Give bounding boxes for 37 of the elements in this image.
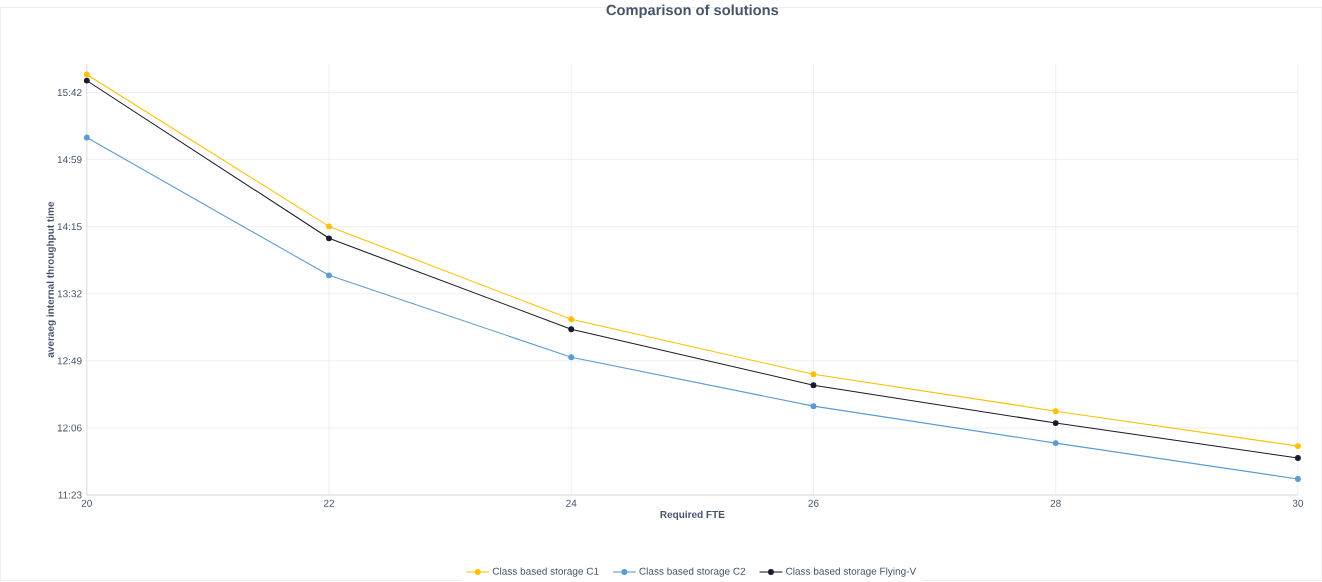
point [810,371,817,378]
point [83,134,90,141]
point [326,235,332,242]
point [810,403,817,410]
point [810,382,817,389]
x-tick-label: 24 [566,499,577,507]
y-tick-label: 15:42 [57,88,82,97]
x-tick-label: 30 [1292,499,1304,507]
y-tick-label: 14:15 [57,223,82,231]
chart-title: Comparison of solutions [606,4,779,19]
x-tick-label: 28 [1050,499,1061,507]
y-tick-label: 11:23 [58,491,82,499]
y-tick-label: 12:49 [57,357,82,365]
point [83,71,90,78]
point [1052,440,1059,447]
legend-label: Class based storage C2 [639,567,746,577]
point [1294,455,1301,461]
point [568,326,575,333]
y-tick-label: 13:32 [57,290,82,298]
x-tick-label: 26 [808,499,819,507]
legend-label: Class based storage C1 [492,567,599,577]
point [568,316,575,323]
y-axis-title: averaeg internal throughput time [46,201,56,358]
point [568,354,575,361]
point [326,272,332,279]
point [1052,420,1059,427]
point [326,223,332,230]
x-axis-title: Required FTE [660,510,725,520]
y-tick-label: 12:06 [57,424,82,432]
point [1052,408,1059,415]
x-tick-label: 20 [81,499,92,507]
y-tick-label: 14:59 [57,156,82,164]
point [1294,443,1301,450]
point [1294,476,1301,482]
point [83,77,90,84]
x-tick-label: 22 [323,499,335,507]
legend-label: Class based storage Flying-V [786,567,917,577]
